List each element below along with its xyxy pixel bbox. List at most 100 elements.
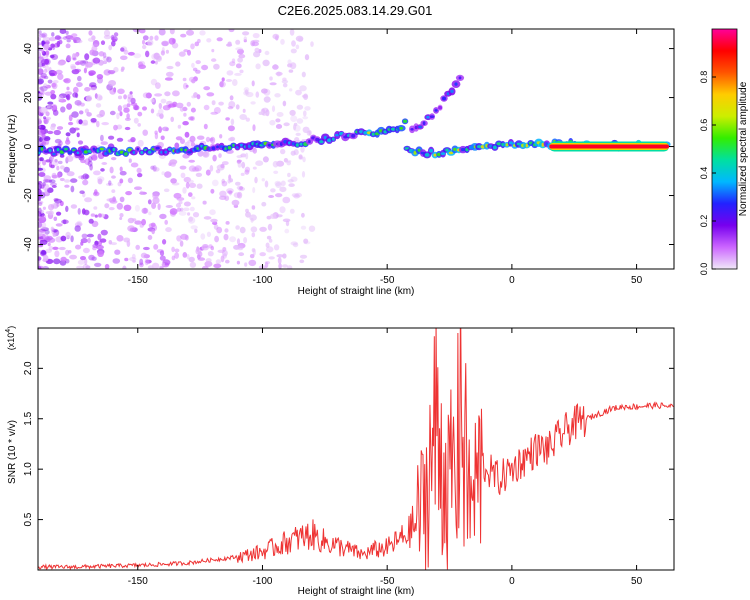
noise-blob bbox=[56, 211, 62, 216]
noise-blob bbox=[97, 250, 104, 257]
noise-blob bbox=[290, 150, 296, 156]
noise-blob bbox=[227, 125, 235, 132]
noise-blob bbox=[213, 107, 221, 114]
noise-blob bbox=[127, 51, 135, 56]
noise-blob bbox=[38, 266, 42, 269]
noise-blob bbox=[206, 38, 212, 43]
noise-blob bbox=[113, 32, 119, 37]
noise-blob bbox=[203, 104, 210, 111]
noise-blob bbox=[46, 104, 51, 109]
noise-blob bbox=[122, 265, 127, 269]
trace-blob-core bbox=[211, 146, 216, 151]
noise-blob bbox=[92, 191, 100, 197]
noise-blob bbox=[40, 85, 48, 92]
noise-blob bbox=[262, 156, 269, 163]
noise-blob bbox=[230, 118, 235, 126]
noise-blob bbox=[88, 70, 96, 76]
noise-blob bbox=[295, 132, 301, 136]
noise-blob bbox=[127, 177, 133, 184]
noise-blob bbox=[76, 265, 85, 269]
trace-blob-core bbox=[440, 152, 446, 156]
noise-blob bbox=[283, 122, 290, 127]
noise-blob bbox=[214, 235, 220, 243]
noise-blob bbox=[161, 262, 166, 266]
noise-blob bbox=[38, 55, 44, 61]
noise-blob bbox=[249, 214, 257, 221]
noise-blob bbox=[53, 129, 61, 136]
noise-blob bbox=[50, 90, 56, 95]
noise-blob bbox=[178, 200, 183, 205]
noise-blob bbox=[45, 235, 53, 241]
noise-blob bbox=[91, 154, 98, 161]
noise-blob bbox=[156, 249, 164, 253]
noise-blob bbox=[41, 214, 46, 221]
noise-blob bbox=[113, 124, 118, 131]
noise-blob bbox=[38, 200, 44, 205]
noise-blob bbox=[278, 263, 282, 269]
noise-blob bbox=[42, 206, 47, 210]
trace-blob-core bbox=[476, 145, 482, 149]
noise-blob bbox=[99, 109, 105, 117]
noise-blob bbox=[202, 265, 209, 269]
noise-blob bbox=[90, 118, 97, 123]
noise-blob bbox=[196, 94, 201, 100]
noise-blob bbox=[82, 263, 89, 269]
noise-blob bbox=[38, 115, 42, 121]
x-tick-label: -50 bbox=[380, 576, 395, 587]
noise-blob bbox=[56, 40, 61, 48]
noise-blob bbox=[119, 166, 123, 172]
noise-blob bbox=[242, 31, 250, 36]
noise-blob bbox=[252, 124, 256, 132]
noise-blob bbox=[186, 101, 191, 107]
noise-blob bbox=[87, 160, 93, 167]
noise-blob bbox=[40, 90, 45, 96]
noise-blob bbox=[38, 129, 45, 136]
noise-blob bbox=[101, 122, 109, 126]
trace-blob-core bbox=[224, 147, 228, 150]
noise-blob bbox=[79, 60, 87, 66]
noise-blob bbox=[93, 170, 101, 176]
noise-blob bbox=[129, 91, 133, 95]
noise-blob bbox=[85, 95, 93, 102]
trace-blob-core bbox=[541, 142, 545, 147]
noise-blob bbox=[239, 186, 244, 191]
noise-blob bbox=[127, 93, 133, 100]
noise-blob bbox=[152, 165, 157, 172]
noise-blob bbox=[236, 238, 241, 245]
trace-blob-core bbox=[327, 138, 332, 142]
trace-blob-core bbox=[492, 145, 497, 150]
noise-blob bbox=[229, 95, 234, 101]
colorbar-tick-label: 0.6 bbox=[699, 119, 709, 132]
noise-blob bbox=[76, 132, 80, 138]
noise-blob bbox=[238, 54, 246, 59]
noise-blob bbox=[186, 29, 194, 36]
noise-blob bbox=[254, 176, 258, 184]
noise-blob bbox=[231, 199, 240, 206]
noise-blob bbox=[269, 76, 273, 81]
noise-blob bbox=[123, 94, 127, 100]
noise-blob bbox=[41, 141, 47, 147]
noise-blob bbox=[119, 213, 124, 218]
noise-blob bbox=[38, 244, 44, 248]
noise-blob bbox=[111, 175, 116, 179]
noise-blob bbox=[70, 65, 77, 70]
noise-blob bbox=[185, 84, 189, 88]
noise-blob bbox=[176, 197, 185, 201]
noise-blob bbox=[97, 213, 102, 218]
trace-blob-core bbox=[461, 147, 465, 152]
trace-blob-core bbox=[132, 150, 135, 155]
noise-blob bbox=[194, 165, 202, 172]
noise-blob bbox=[60, 106, 66, 113]
noise-blob bbox=[213, 63, 220, 70]
trace-blob-core bbox=[390, 127, 396, 131]
noise-blob bbox=[45, 159, 51, 163]
noise-blob bbox=[239, 69, 244, 74]
trace-blob-core bbox=[351, 133, 356, 138]
noise-blob bbox=[110, 242, 117, 246]
noise-blob bbox=[245, 208, 249, 213]
noise-blob bbox=[298, 37, 303, 43]
noise-blob bbox=[239, 226, 246, 234]
trace-blob-core bbox=[429, 148, 434, 153]
noise-blob bbox=[82, 179, 89, 186]
spectrogram-marks bbox=[38, 29, 671, 269]
